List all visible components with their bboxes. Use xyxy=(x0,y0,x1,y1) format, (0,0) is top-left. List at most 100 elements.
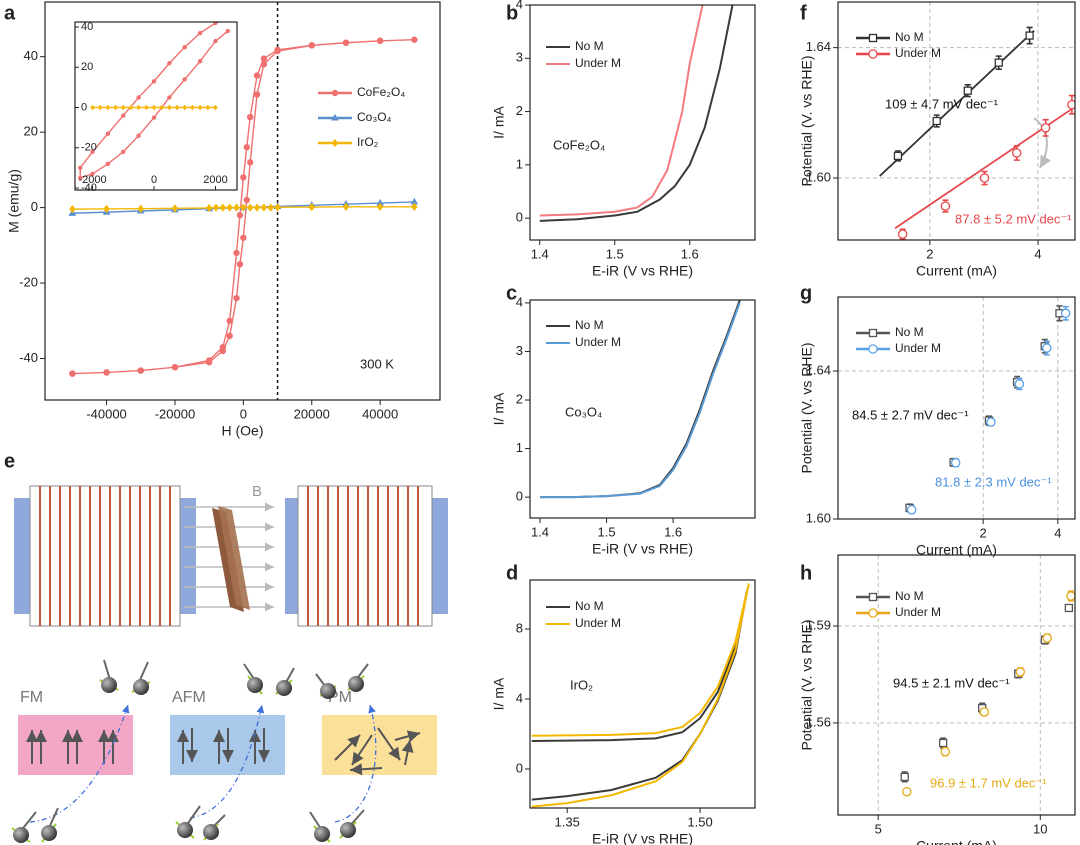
y-tick-label: 1.64 xyxy=(806,39,831,54)
coil-side xyxy=(178,498,196,614)
y-tick-label: 2 xyxy=(516,103,523,118)
y-axis-label: I/ mA xyxy=(491,392,507,425)
panel-label: b xyxy=(506,2,518,24)
coil-windings xyxy=(39,486,171,626)
y-axis-label: I/ mA xyxy=(491,106,507,139)
point xyxy=(411,36,418,43)
point xyxy=(197,30,203,36)
y-tick-label: 0 xyxy=(516,760,523,775)
point xyxy=(1066,591,1075,601)
point xyxy=(1014,379,1025,389)
point xyxy=(260,61,268,68)
point xyxy=(410,197,419,205)
x-tick-label: 1.5 xyxy=(598,524,616,539)
point xyxy=(167,104,172,111)
y-tick-label: 0 xyxy=(81,101,87,113)
point xyxy=(182,77,187,82)
point xyxy=(90,104,95,111)
point xyxy=(240,234,247,241)
point xyxy=(171,204,179,213)
point xyxy=(213,104,218,111)
annotation: 300 K xyxy=(360,356,394,371)
panel-label: c xyxy=(506,282,517,304)
point xyxy=(190,104,195,111)
x-tick-label: 40000 xyxy=(362,406,398,421)
point xyxy=(226,332,233,340)
point xyxy=(205,104,210,111)
annotation: IrO₂ xyxy=(570,677,593,692)
x-axis-label: H (Oe) xyxy=(222,423,264,439)
point xyxy=(182,104,187,111)
point xyxy=(342,202,350,212)
point xyxy=(167,61,172,66)
y-tick-label: 0 xyxy=(516,210,523,225)
point xyxy=(1025,31,1034,40)
point xyxy=(219,203,227,212)
legend-marker xyxy=(868,592,878,602)
annotation: 96.9 ± 1.7 mV dec⁻¹ xyxy=(930,775,1047,790)
point xyxy=(274,46,281,54)
point xyxy=(103,369,110,376)
series-line xyxy=(531,590,749,801)
point xyxy=(979,173,990,183)
plot-area xyxy=(539,300,741,499)
x-tick-label: -20000 xyxy=(155,406,195,421)
legend-label: No M xyxy=(895,30,924,44)
annotation: 81.8 ± 2.3 mV dec⁻¹ xyxy=(935,474,1052,489)
y-axis-label: M (emu/g) xyxy=(6,169,22,233)
x-tick-label: -2000 xyxy=(78,174,106,186)
legend-label: Under M xyxy=(895,605,941,619)
point xyxy=(78,175,83,181)
annotation: Co₃O₄ xyxy=(565,404,602,419)
y-axis-label: I/ mA xyxy=(491,677,507,710)
panel-label: f xyxy=(800,2,807,24)
annotation: 109 ± 4.7 mV dec⁻¹ xyxy=(885,96,999,111)
series-line xyxy=(539,5,734,222)
y-tick-label: 1.60 xyxy=(806,510,831,525)
point xyxy=(103,204,110,214)
point xyxy=(240,174,247,181)
point xyxy=(1011,148,1022,158)
annotation: 84.5 ± 2.7 mV dec⁻¹ xyxy=(852,407,969,422)
point xyxy=(98,104,103,111)
point xyxy=(151,115,157,120)
point xyxy=(78,165,83,171)
y-tick-label: 1 xyxy=(516,440,523,455)
annotation: 94.5 ± 2.1 mV dec⁻¹ xyxy=(893,675,1010,690)
x-tick-label: 4 xyxy=(1054,525,1061,540)
legend-marker xyxy=(868,328,878,338)
point xyxy=(940,201,951,211)
point xyxy=(940,746,950,757)
point xyxy=(151,104,157,111)
annotation: CoFe₂O₄ xyxy=(553,137,605,152)
x-axis-label: E-iR (V vs RHE) xyxy=(592,263,693,279)
plot-area xyxy=(539,5,734,222)
spin-arrows xyxy=(26,727,421,776)
point xyxy=(105,104,111,111)
x-tick-label: 10 xyxy=(1033,821,1047,836)
plot-area xyxy=(68,2,419,400)
legend-label: No M xyxy=(575,599,604,613)
y-tick-label: 40 xyxy=(24,48,38,63)
y-tick-label: -20 xyxy=(19,274,38,289)
point xyxy=(1064,603,1074,613)
point xyxy=(174,104,180,111)
point xyxy=(246,203,254,212)
x-tick-label: 2 xyxy=(926,246,933,261)
point xyxy=(1042,633,1052,643)
legend-label: Under M xyxy=(575,616,621,630)
point xyxy=(137,367,144,374)
coil-windings xyxy=(307,486,419,626)
x-tick-label: 0 xyxy=(240,406,247,421)
series-line xyxy=(539,302,741,499)
y-axis-label: Potential (V. vs RHE) xyxy=(799,620,815,751)
point xyxy=(308,42,315,49)
point xyxy=(1015,667,1026,677)
point xyxy=(90,149,95,154)
plot-frame xyxy=(837,554,1076,816)
point xyxy=(1042,343,1052,353)
plot-frame xyxy=(74,21,238,191)
point xyxy=(182,44,187,50)
